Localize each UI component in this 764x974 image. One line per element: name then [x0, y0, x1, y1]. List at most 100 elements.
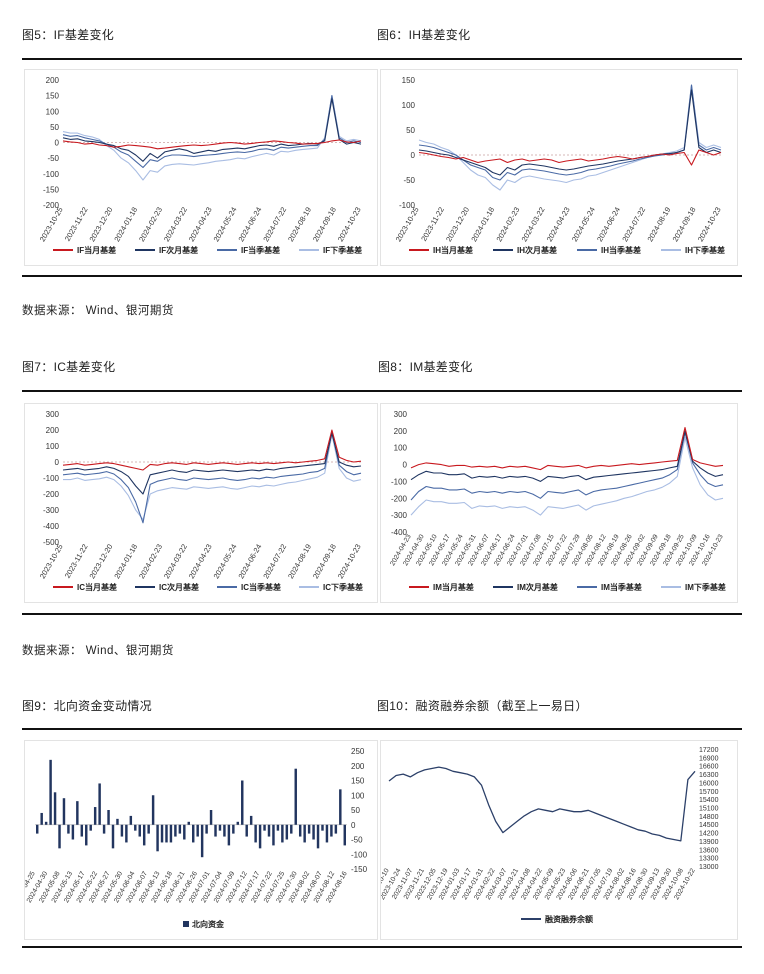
bottom-rule-2 [22, 613, 742, 615]
y-tick-label: 150 [402, 76, 416, 85]
bar [285, 824, 289, 840]
series-line [63, 434, 362, 521]
y-tick-label: 100 [46, 442, 60, 451]
y-tick-label: 16300 [699, 772, 719, 779]
y-tick-label: 16900 [699, 755, 719, 762]
bar [249, 815, 253, 825]
northbound-flow-chart: 250 200 150 100 50 0 -50 -100 -150 2024-04-25 2024… [24, 740, 378, 940]
bar [36, 824, 39, 834]
x-tick-label: 2024-07-22 [261, 543, 288, 581]
legend-label: 北向资金 [192, 919, 225, 929]
series-line [410, 430, 724, 482]
y-tick-label: -100 [43, 474, 60, 483]
x-tick-label: 2024-07-22 [620, 206, 647, 244]
bar [303, 824, 306, 843]
y-tick-label: -50 [351, 836, 363, 845]
bar [187, 821, 190, 825]
y-tick-label: 16000 [699, 780, 719, 787]
figure-7-caption: 图7：IC基差变化 [22, 360, 116, 374]
bar [183, 824, 186, 840]
legend-label: IH当季基差 [601, 245, 641, 255]
y-tick-label: 200 [46, 426, 60, 435]
legend-label: IF下季基差 [323, 245, 362, 255]
bar [151, 795, 155, 825]
legend-label: IH次月基差 [517, 245, 557, 255]
y-tick-label: 150 [46, 92, 60, 101]
x-tick-label: 2024-07-22 [261, 206, 288, 244]
bar [307, 824, 311, 834]
y-tick-label: 14200 [699, 831, 719, 838]
x-tick-label: 2023-10-25 [38, 206, 65, 244]
y-tick-label: 0 [403, 461, 408, 470]
bar [205, 824, 208, 834]
figure-6-caption: 图6：IH基差变化 [377, 28, 471, 42]
series-line [62, 98, 362, 162]
x-tick-label: 2024-03-22 [162, 206, 189, 244]
legend-label: IH下季基差 [685, 245, 725, 255]
ic-basis-chart: 300 200 100 0 -100 -200 -300 -400 -500 2023-10-25… [24, 403, 378, 603]
y-tick-label: 17200 [699, 747, 719, 754]
x-tick-label: 2024-04-23 [187, 543, 214, 581]
figure-9-caption: 图9：北向资金变动情况 [22, 699, 152, 713]
y-tick-label: -150 [43, 185, 60, 194]
margin-balance-chart: 17200 16900 16600 16300 16000 15700 15400 15100… [380, 740, 738, 940]
legend-label: IM次月基差 [517, 582, 558, 592]
x-tick-label: 2023-10-25 [38, 543, 65, 581]
y-tick-label: 14500 [699, 822, 719, 829]
y-tick-label: 16600 [699, 764, 719, 771]
x-tick-label: 2024-10-23 [336, 543, 363, 581]
y-tick-label: 0 [411, 151, 416, 160]
bar [111, 824, 115, 849]
bar [102, 824, 106, 834]
top-rule-3 [22, 728, 742, 730]
im-basis-chart: 300 200 100 0 -100 -200 -300 -400 2024-04-23 2024… [380, 403, 738, 603]
y-tick-label: 100 [402, 101, 416, 110]
bar [129, 815, 133, 825]
y-tick-label: -400 [43, 522, 60, 531]
bar [53, 792, 57, 825]
bar [89, 824, 92, 831]
x-tick-label: 2024-01-18 [112, 206, 139, 244]
bar [294, 768, 297, 825]
y-tick-label: 100 [46, 107, 60, 116]
y-tick-label: -150 [351, 865, 368, 874]
bar [223, 824, 226, 837]
bar [272, 824, 275, 846]
bar [339, 789, 342, 825]
bar [40, 812, 43, 825]
bar [321, 824, 324, 831]
y-tick-label: -100 [43, 170, 60, 179]
y-tick-label: 50 [50, 123, 59, 132]
x-tick-label: 2024-02-23 [137, 206, 164, 244]
x-tick-label: 2024-02-23 [494, 206, 521, 244]
bar [125, 824, 128, 843]
series-line [62, 95, 362, 169]
bar [192, 824, 195, 843]
bar [49, 759, 52, 825]
x-tick-label: 2024-06-24 [595, 205, 622, 243]
series-line [388, 766, 696, 842]
y-tick-label: 200 [46, 76, 60, 85]
series-line [62, 432, 362, 495]
y-tick-label: -50 [47, 154, 59, 163]
series-line [418, 89, 722, 176]
bar [174, 824, 177, 837]
x-tick-label: 2023-12-20 [444, 206, 471, 244]
bar [107, 810, 110, 825]
bar [209, 810, 213, 825]
y-tick-label: 0 [55, 139, 60, 148]
bar [147, 824, 150, 834]
y-tick-label: 100 [394, 444, 408, 453]
top-rule-1 [22, 58, 742, 60]
y-tick-label: 0 [351, 821, 356, 830]
series-line [410, 437, 724, 516]
y-tick-label: 50 [351, 806, 360, 815]
y-tick-label: 100 [351, 791, 365, 800]
bar [254, 824, 257, 843]
bar [200, 824, 204, 858]
bar [93, 807, 97, 825]
x-tick-label: 2024-02-23 [137, 543, 164, 581]
series-line [62, 139, 362, 150]
bar [71, 824, 75, 840]
x-tick-label: 2023-11-22 [63, 206, 90, 243]
